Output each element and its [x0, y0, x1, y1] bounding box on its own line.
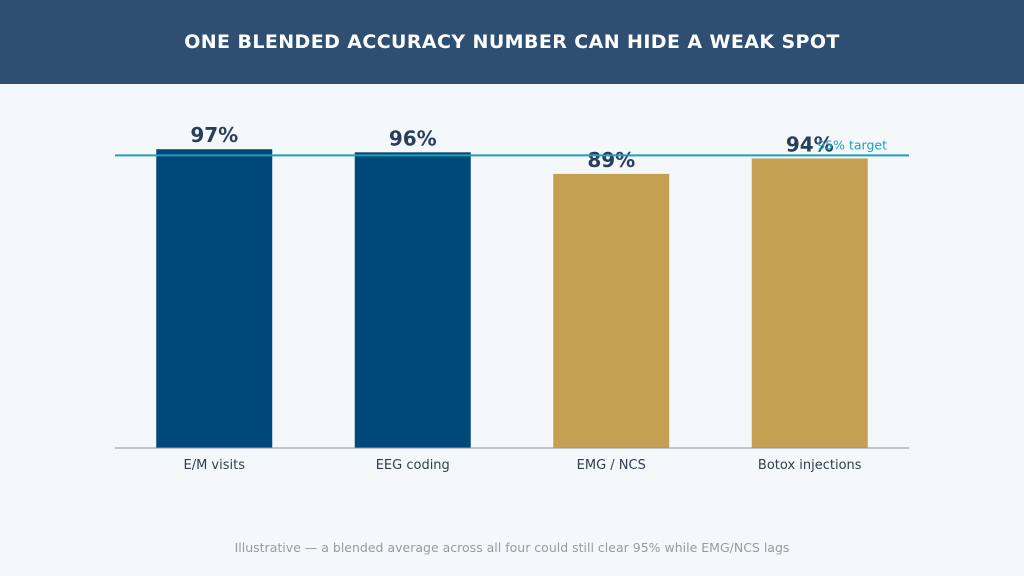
footnote: Illustrative — a blended average across …	[234, 540, 790, 555]
value-label-0: 97%	[190, 123, 238, 147]
category-label-2: EMG / NCS	[577, 458, 646, 473]
category-label-0: E/M visits	[183, 458, 245, 473]
value-label-3: 94%	[786, 132, 834, 156]
chart-title: ONE BLENDED ACCURACY NUMBER CAN HIDE A W…	[184, 31, 840, 53]
bar-chart: 97% E/M visits 96% EEG coding 89% EMG / NCS 94…	[115, 123, 909, 473]
value-label-2: 89%	[587, 148, 635, 172]
bar-1	[354, 152, 471, 448]
bar-3	[751, 158, 868, 448]
target-label: 95% target	[817, 137, 887, 152]
category-label-1: EEG coding	[376, 458, 450, 473]
bar-2	[553, 173, 670, 448]
category-label-3: Botox injections	[758, 458, 862, 473]
header-banner: ONE BLENDED ACCURACY NUMBER CAN HIDE A W…	[0, 0, 1024, 84]
bar-0	[156, 149, 273, 448]
value-label-1: 96%	[389, 126, 437, 150]
